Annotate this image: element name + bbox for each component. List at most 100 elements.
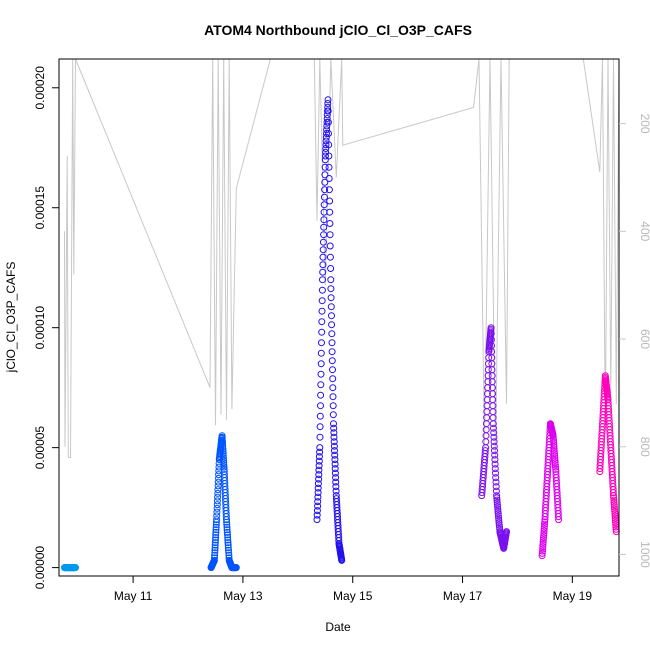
- x-axis: May 11 May 13 May 15 May 17 May 19: [114, 576, 592, 603]
- data-point: [491, 456, 499, 464]
- data-point: [494, 512, 502, 520]
- data-point: [611, 507, 619, 515]
- data-point: [332, 487, 340, 495]
- data-point: [555, 516, 563, 524]
- data-point: [493, 501, 501, 509]
- data-point: [492, 474, 500, 482]
- data-point: [214, 478, 222, 486]
- data-point: [220, 463, 228, 471]
- data-point: [330, 420, 337, 428]
- data-point: [325, 163, 333, 171]
- data-point: [328, 321, 336, 329]
- data-point: [321, 152, 329, 160]
- data-point: [492, 469, 499, 477]
- data-point: [338, 556, 346, 564]
- x-tick-label: May 13: [223, 589, 263, 603]
- data-point: [611, 516, 619, 524]
- data-point: [494, 507, 502, 515]
- data-point: [491, 460, 499, 468]
- data-point: [313, 507, 321, 515]
- data-point: [315, 466, 323, 474]
- data-point: [609, 489, 617, 497]
- data-point: [223, 526, 231, 534]
- data-point: [321, 163, 329, 171]
- x-tick-label: May 15: [333, 589, 373, 603]
- data-point: [223, 518, 231, 526]
- data-point: [324, 107, 332, 115]
- data-point: [550, 443, 558, 451]
- data-point: [225, 546, 232, 554]
- data-point: [211, 549, 219, 557]
- data-point: [313, 516, 321, 524]
- data-point: [326, 242, 334, 250]
- data-point: [482, 438, 490, 446]
- data-point: [327, 294, 335, 302]
- data-point: [551, 459, 559, 467]
- plot-frame: [58, 58, 620, 577]
- data-point: [551, 450, 558, 458]
- x-axis-label: Date: [325, 620, 351, 634]
- data-series: [61, 96, 620, 572]
- data-point: [318, 328, 326, 336]
- data-point: [220, 461, 228, 469]
- data-point: [540, 525, 548, 533]
- data-point: [219, 447, 227, 455]
- data-point: [219, 454, 227, 462]
- data-point: [539, 543, 547, 551]
- data-point: [220, 456, 228, 464]
- data-point: [490, 424, 497, 432]
- data-point: [503, 528, 510, 536]
- data-point: [325, 152, 333, 160]
- pressure-line: [64, 58, 620, 458]
- data-point: [324, 118, 332, 126]
- data-point: [329, 366, 336, 374]
- data-point: [492, 487, 500, 495]
- data-point: [314, 489, 322, 497]
- x-tick-label: May 19: [553, 589, 593, 603]
- data-point: [328, 357, 336, 365]
- series-0: [61, 564, 79, 572]
- data-point: [219, 441, 227, 449]
- data-point: [316, 448, 324, 456]
- y2-axis: 200 400 600 800 1000: [619, 114, 650, 568]
- data-point: [320, 223, 328, 231]
- data-point: [315, 475, 323, 483]
- data-point: [329, 393, 337, 401]
- y2-tick-label: 1000: [638, 541, 650, 568]
- data-point: [315, 457, 323, 465]
- data-point: [481, 447, 489, 455]
- data-point: [610, 494, 618, 502]
- data-point: [321, 178, 329, 186]
- data-point: [212, 536, 219, 544]
- data-point: [211, 541, 219, 549]
- data-point: [325, 130, 332, 137]
- data-point: [314, 480, 322, 488]
- series-1: [207, 432, 240, 572]
- data-point: [219, 443, 227, 451]
- data-point: [489, 420, 497, 428]
- data-point: [224, 536, 232, 544]
- data-point: [331, 465, 339, 473]
- data-point: [323, 111, 331, 119]
- data-point: [329, 375, 337, 383]
- data-point: [211, 544, 219, 552]
- data-point: [493, 492, 501, 500]
- data-point: [220, 459, 228, 467]
- data-point: [549, 434, 557, 442]
- data-point: [324, 103, 332, 111]
- data-point: [313, 511, 321, 519]
- data-point: [317, 370, 325, 378]
- data-point: [323, 115, 331, 122]
- data-point: [316, 412, 324, 420]
- data-point: [611, 512, 619, 520]
- data-point: [494, 503, 502, 511]
- data-point: [314, 502, 322, 510]
- data-point: [610, 492, 617, 500]
- y-axis-label: jClO_Cl_O3P_CAFS: [4, 262, 18, 374]
- data-point: [323, 130, 330, 137]
- data-point: [610, 496, 618, 504]
- series-4: [538, 420, 563, 560]
- data-point: [540, 522, 548, 530]
- data-point: [541, 520, 548, 528]
- data-point: [317, 402, 324, 410]
